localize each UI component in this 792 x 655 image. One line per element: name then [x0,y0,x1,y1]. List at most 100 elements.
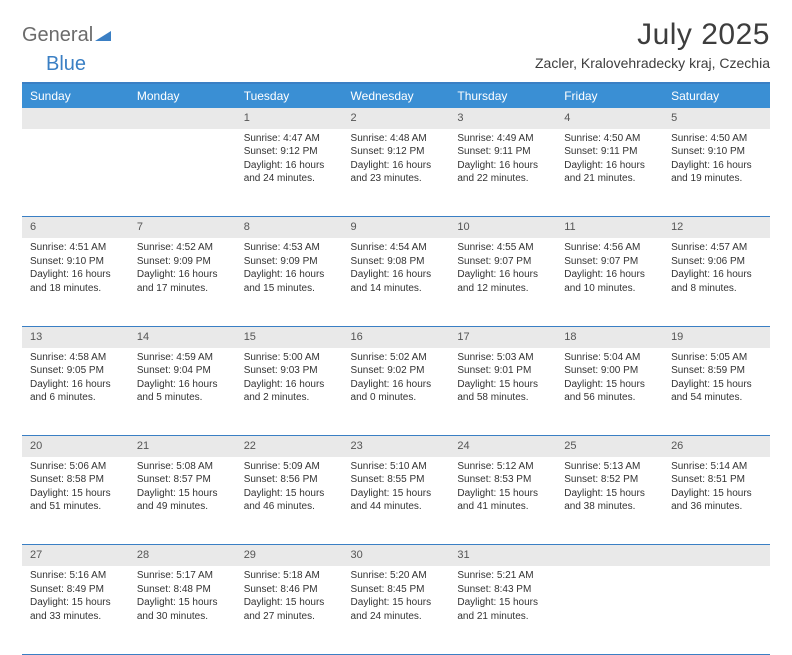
sunset-text: Sunset: 9:12 PM [244,145,335,159]
day-number-cell: 14 [129,326,236,347]
day-number-cell: 23 [343,436,450,457]
daylight-text: Daylight: 16 hours and 18 minutes. [30,268,121,295]
day-data-cell: Sunrise: 5:17 AMSunset: 8:48 PMDaylight:… [129,566,236,654]
day-data-cell: Sunrise: 4:49 AMSunset: 9:11 PMDaylight:… [449,129,556,217]
day-data-cell: Sunrise: 5:02 AMSunset: 9:02 PMDaylight:… [343,348,450,436]
sunrise-text: Sunrise: 5:14 AM [671,460,762,474]
day-data-cell: Sunrise: 5:14 AMSunset: 8:51 PMDaylight:… [663,457,770,545]
day-number-cell: 20 [22,436,129,457]
sunrise-text: Sunrise: 5:12 AM [457,460,548,474]
logo-triangle-icon [95,28,111,44]
day-number-row: 13141516171819 [22,326,770,347]
day-data-row: Sunrise: 4:51 AMSunset: 9:10 PMDaylight:… [22,238,770,326]
daylight-text: Daylight: 16 hours and 14 minutes. [351,268,442,295]
sunrise-text: Sunrise: 4:57 AM [671,241,762,255]
sunset-text: Sunset: 8:49 PM [30,583,121,597]
day-data-cell: Sunrise: 4:56 AMSunset: 9:07 PMDaylight:… [556,238,663,326]
sunset-text: Sunset: 9:10 PM [671,145,762,159]
weekday-header: Friday [556,83,663,108]
sunset-text: Sunset: 9:11 PM [564,145,655,159]
day-number-cell: 3 [449,108,556,129]
day-data-cell: Sunrise: 5:04 AMSunset: 9:00 PMDaylight:… [556,348,663,436]
day-data-cell: Sunrise: 5:13 AMSunset: 8:52 PMDaylight:… [556,457,663,545]
sunrise-text: Sunrise: 5:05 AM [671,351,762,365]
day-number-cell: 2 [343,108,450,129]
day-number-cell: 29 [236,545,343,566]
day-number-row: 2728293031 [22,545,770,566]
daylight-text: Daylight: 15 hours and 30 minutes. [137,596,228,623]
sunset-text: Sunset: 9:05 PM [30,364,121,378]
daylight-text: Daylight: 15 hours and 58 minutes. [457,378,548,405]
day-data-cell: Sunrise: 4:48 AMSunset: 9:12 PMDaylight:… [343,129,450,217]
daylight-text: Daylight: 15 hours and 44 minutes. [351,487,442,514]
sunrise-text: Sunrise: 5:21 AM [457,569,548,583]
sunrise-text: Sunrise: 4:53 AM [244,241,335,255]
daylight-text: Daylight: 15 hours and 51 minutes. [30,487,121,514]
day-data-cell: Sunrise: 5:08 AMSunset: 8:57 PMDaylight:… [129,457,236,545]
day-data-cell: Sunrise: 5:12 AMSunset: 8:53 PMDaylight:… [449,457,556,545]
day-number-cell: 18 [556,326,663,347]
sunset-text: Sunset: 9:00 PM [564,364,655,378]
weekday-header-row: SundayMondayTuesdayWednesdayThursdayFrid… [22,83,770,108]
sunset-text: Sunset: 9:09 PM [137,255,228,269]
daylight-text: Daylight: 15 hours and 49 minutes. [137,487,228,514]
day-data-cell: Sunrise: 5:10 AMSunset: 8:55 PMDaylight:… [343,457,450,545]
day-data-cell: Sunrise: 5:03 AMSunset: 9:01 PMDaylight:… [449,348,556,436]
daylight-text: Daylight: 15 hours and 56 minutes. [564,378,655,405]
day-number-cell: 24 [449,436,556,457]
weekday-header: Thursday [449,83,556,108]
day-number-cell: 31 [449,545,556,566]
daylight-text: Daylight: 16 hours and 0 minutes. [351,378,442,405]
sunrise-text: Sunrise: 4:56 AM [564,241,655,255]
sunrise-text: Sunrise: 5:10 AM [351,460,442,474]
sunrise-text: Sunrise: 5:02 AM [351,351,442,365]
sunset-text: Sunset: 9:09 PM [244,255,335,269]
sunset-text: Sunset: 8:48 PM [137,583,228,597]
day-data-cell: Sunrise: 5:06 AMSunset: 8:58 PMDaylight:… [22,457,129,545]
sunrise-text: Sunrise: 4:47 AM [244,132,335,146]
day-number-cell: 6 [22,217,129,238]
day-data-cell: Sunrise: 4:51 AMSunset: 9:10 PMDaylight:… [22,238,129,326]
day-data-cell: Sunrise: 4:50 AMSunset: 9:10 PMDaylight:… [663,129,770,217]
sunrise-text: Sunrise: 4:55 AM [457,241,548,255]
day-number-cell: 30 [343,545,450,566]
sunset-text: Sunset: 8:52 PM [564,473,655,487]
sunrise-text: Sunrise: 4:50 AM [671,132,762,146]
sunrise-text: Sunrise: 4:51 AM [30,241,121,255]
day-number-cell: 19 [663,326,770,347]
day-number-cell: 22 [236,436,343,457]
sunset-text: Sunset: 9:08 PM [351,255,442,269]
weekday-header: Monday [129,83,236,108]
daylight-text: Daylight: 15 hours and 33 minutes. [30,596,121,623]
logo: General [22,18,113,47]
sunrise-text: Sunrise: 4:48 AM [351,132,442,146]
sunrise-text: Sunrise: 5:16 AM [30,569,121,583]
day-data-cell: Sunrise: 5:20 AMSunset: 8:45 PMDaylight:… [343,566,450,654]
daylight-text: Daylight: 15 hours and 38 minutes. [564,487,655,514]
sunset-text: Sunset: 9:03 PM [244,364,335,378]
daylight-text: Daylight: 16 hours and 5 minutes. [137,378,228,405]
day-number-cell [22,108,129,129]
sunrise-text: Sunrise: 5:03 AM [457,351,548,365]
day-data-cell: Sunrise: 5:05 AMSunset: 8:59 PMDaylight:… [663,348,770,436]
sunset-text: Sunset: 8:46 PM [244,583,335,597]
day-number-cell: 25 [556,436,663,457]
day-data-row: Sunrise: 5:06 AMSunset: 8:58 PMDaylight:… [22,457,770,545]
daylight-text: Daylight: 15 hours and 41 minutes. [457,487,548,514]
sunrise-text: Sunrise: 5:04 AM [564,351,655,365]
day-number-cell: 26 [663,436,770,457]
sunset-text: Sunset: 8:56 PM [244,473,335,487]
day-data-cell: Sunrise: 4:47 AMSunset: 9:12 PMDaylight:… [236,129,343,217]
calendar-table: SundayMondayTuesdayWednesdayThursdayFrid… [22,82,770,655]
calendar-body: 12345 Sunrise: 4:47 AMSunset: 9:12 PMDay… [22,108,770,654]
day-number-cell: 9 [343,217,450,238]
daylight-text: Daylight: 16 hours and 6 minutes. [30,378,121,405]
logo-text-general: General [22,24,93,47]
sunset-text: Sunset: 9:06 PM [671,255,762,269]
sunrise-text: Sunrise: 5:09 AM [244,460,335,474]
day-data-cell: Sunrise: 4:55 AMSunset: 9:07 PMDaylight:… [449,238,556,326]
day-number-row: 20212223242526 [22,436,770,457]
day-data-cell [663,566,770,654]
day-number-row: 6789101112 [22,217,770,238]
sunrise-text: Sunrise: 4:54 AM [351,241,442,255]
